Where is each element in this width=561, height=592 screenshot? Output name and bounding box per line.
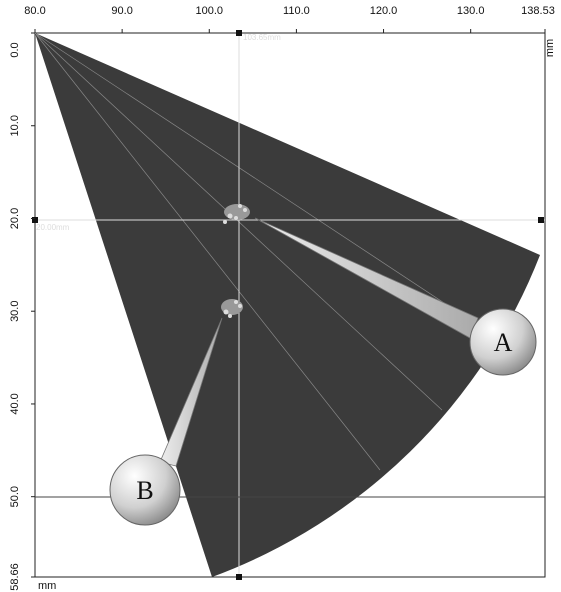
cursor-handle[interactable] bbox=[236, 30, 242, 36]
x-tick-label: 138.53 bbox=[521, 5, 555, 17]
cursor-label: 103.65mm bbox=[243, 33, 281, 42]
y-tick-label: 0.0 bbox=[9, 42, 21, 57]
callout-label: B bbox=[136, 476, 153, 505]
x-tick-label: 100.0 bbox=[196, 5, 224, 17]
x-tick-label: 130.0 bbox=[457, 5, 485, 17]
scan-view: A B 103.65mm 20.00mm mm mm 80.0 90.0 100.0… bbox=[0, 0, 561, 592]
cursor-label: 20.00mm bbox=[36, 223, 70, 232]
y-unit: mm bbox=[544, 39, 556, 57]
callout-label: A bbox=[494, 328, 513, 357]
x-tick-label: 80.0 bbox=[24, 5, 45, 17]
x-tick-label: 110.0 bbox=[283, 5, 310, 17]
x-tick-label: 120.0 bbox=[370, 5, 398, 17]
y-tick-label: 10.0 bbox=[9, 115, 21, 136]
x-tick-label: 90.0 bbox=[111, 5, 132, 17]
y-tick-label: 30.0 bbox=[9, 301, 21, 322]
cursor-handle[interactable] bbox=[236, 574, 242, 580]
y-tick-label: 58.66 bbox=[9, 563, 21, 591]
page: A B 103.65mm 20.00mm mm mm 80.0 90.0 100.0… bbox=[0, 0, 561, 592]
x-unit: mm bbox=[38, 580, 56, 592]
y-tick-label: 50.0 bbox=[9, 486, 21, 507]
y-tick-label: 40.0 bbox=[9, 393, 21, 414]
y-tick-label: 20.0 bbox=[9, 208, 21, 229]
cursor-handle[interactable] bbox=[538, 217, 544, 223]
